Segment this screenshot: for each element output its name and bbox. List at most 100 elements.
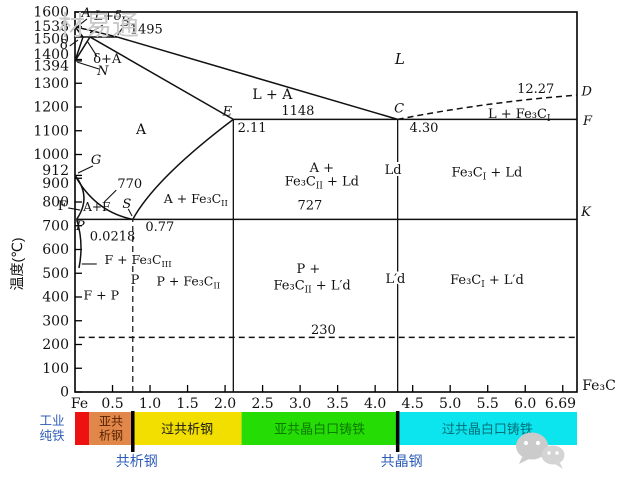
chart-label: P + Fe₃CII [157, 273, 221, 291]
y-tick-label: 600 [42, 242, 69, 258]
y-tick-label: 912 [42, 163, 69, 179]
label-leader-line [87, 41, 98, 57]
watermark-text: 材易通 [58, 11, 139, 41]
x-tick-label: 3.5 [326, 396, 348, 412]
phase-boundary [132, 118, 234, 220]
chart-label: P + [296, 262, 320, 277]
x-axis-end-label: Fe₃C [582, 378, 616, 394]
y-tick-label: 500 [42, 266, 69, 282]
y-tick-label: 100 [42, 361, 69, 377]
chart-label: 230 [311, 323, 336, 338]
band-label: 过共析钢 [161, 422, 213, 437]
chart-label: L + A [252, 87, 293, 103]
phase-boundary [74, 36, 84, 62]
phase-boundary [116, 36, 398, 121]
band-label: 析钢 [99, 429, 123, 443]
phase-boundary [74, 25, 118, 38]
axes: 1600153815001400139413001200110010009129… [9, 5, 616, 413]
x-tick-label: 5.5 [477, 396, 499, 412]
label-leader-line [117, 26, 124, 36]
chart-label: 0.0218 [90, 230, 136, 245]
divider-label: 共析钢 [116, 453, 158, 469]
wechat-watermark-icon [516, 432, 565, 469]
y-tick-label: 1200 [33, 100, 69, 116]
chart-label: L + Fe₃CI [488, 107, 550, 124]
label-leader-line [89, 24, 104, 34]
y-tick-label: 1394 [33, 58, 69, 74]
y-tick-label: 1500 [33, 31, 69, 47]
y-tick-label: 200 [42, 337, 69, 353]
chart-label: A + Fe₃CII [163, 191, 228, 209]
x-tick-label: 4.0 [364, 396, 386, 412]
band-segment [132, 412, 242, 445]
y-tick-label: 300 [42, 313, 69, 329]
x-tick-label: 1.0 [139, 396, 161, 412]
chart-label: L′d [385, 272, 405, 287]
phase-boundary [74, 26, 84, 38]
y-tick-label: 800 [42, 195, 69, 211]
y-tick-label: 1000 [33, 147, 69, 163]
x-tick-label: 2.0 [214, 396, 236, 412]
band-divider [395, 411, 400, 452]
chart-label: 2.11 [238, 121, 267, 136]
phase-boundary [74, 36, 91, 62]
chart-label: 1495 [130, 22, 163, 37]
band-label: 亚共晶白口铸铁 [274, 422, 365, 437]
x-tick-label: 4.5 [402, 396, 424, 412]
y-tick-label: 1538 [33, 19, 69, 35]
chart-label: D [581, 84, 593, 99]
label-leader-line [77, 61, 100, 70]
chart-label: A + [309, 161, 334, 176]
label-leader-line [103, 189, 117, 203]
chart-label: 4.30 [409, 121, 438, 136]
chart-label: G [91, 153, 101, 168]
chart-label: P [75, 219, 85, 234]
chart-label: E [222, 105, 233, 120]
band-segment [89, 412, 133, 445]
x-tick-label: 6.0 [514, 396, 536, 412]
y-tick-label: 700 [42, 218, 69, 234]
phase-boundary-lines [68, 18, 578, 392]
chart-label: δ+A [93, 52, 122, 67]
band-divider [131, 411, 135, 452]
band-segment [397, 412, 577, 445]
phase-boundary [89, 36, 234, 121]
chart-label: 0.77 [145, 220, 174, 235]
x-tick-label: 1.5 [176, 396, 198, 412]
band-label: 过共晶白口铸铁 [442, 422, 533, 437]
x-tick-label: 5.0 [439, 396, 461, 412]
chart-label: Fe₃CI + Ld [452, 165, 523, 182]
label-leader-line [69, 39, 79, 47]
chart-label: F [58, 199, 67, 214]
chart-label: A [81, 6, 91, 21]
chart-label: Fe₃CII + L′d [274, 278, 351, 295]
chart-label: 1148 [281, 104, 314, 119]
band-segment [241, 412, 398, 445]
chart-label: L+δ [93, 9, 122, 24]
label-leader-line [68, 207, 81, 211]
y-tick-label: 1300 [33, 76, 69, 92]
x-tick-label: Fe [71, 396, 88, 412]
chart-label: 770 [117, 177, 142, 192]
chart-label: A [135, 122, 147, 138]
label-leader-line [77, 165, 94, 174]
chart-label: L [394, 50, 405, 68]
y-tick-label: 1400 [33, 47, 69, 63]
chart-label: 12.27 [517, 82, 554, 97]
band-label: 亚共 [99, 415, 123, 429]
chart-label: δ [60, 38, 68, 53]
phase-boundary [74, 174, 85, 220]
y-tick-label: 1100 [33, 123, 69, 139]
watermark: 材易通 [58, 11, 565, 469]
y-tick-label: 0 [60, 385, 69, 401]
y-axis-title: 温度(℃) [9, 237, 25, 290]
chart-label: F + P [84, 287, 120, 302]
phase-boundary [397, 94, 578, 121]
chart-label: 727 [297, 198, 322, 213]
chart-label: F + Fe₃CIII [104, 252, 171, 270]
y-tick-label: 900 [42, 176, 69, 192]
